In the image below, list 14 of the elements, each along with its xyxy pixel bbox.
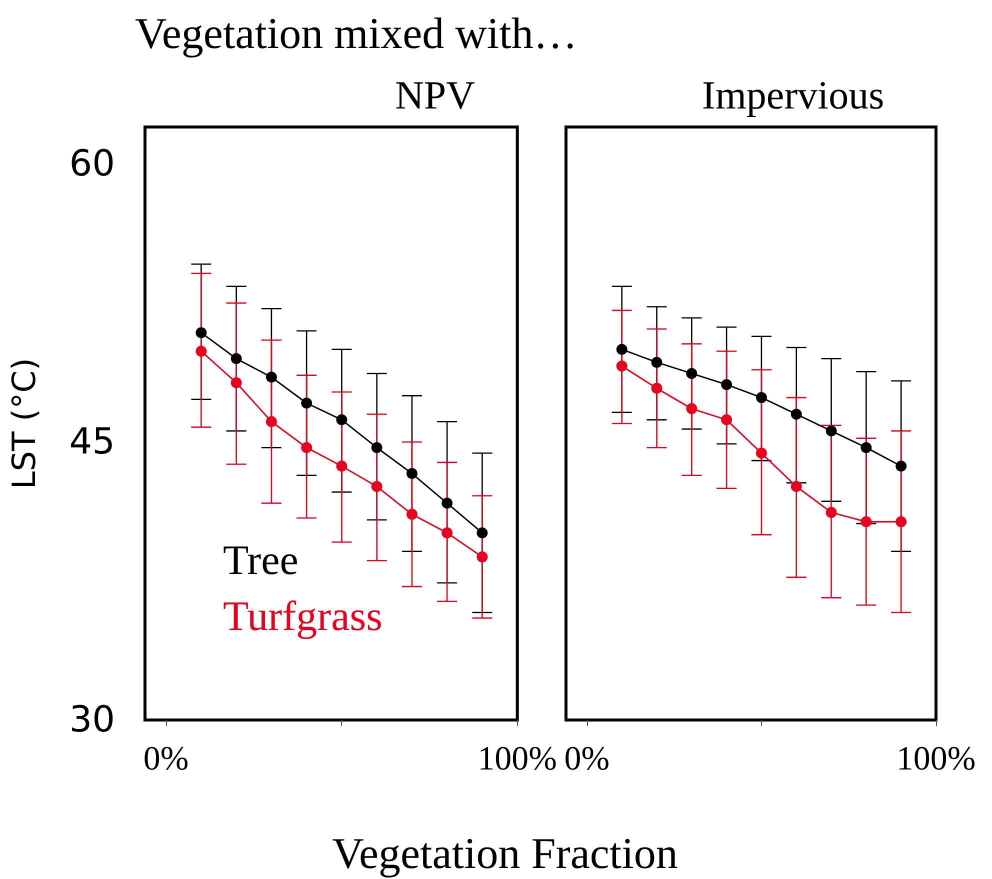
- y-tick-label: 45: [69, 422, 115, 463]
- x-tick-label: 0%: [564, 740, 610, 778]
- x-tick-label: 100%: [478, 740, 558, 778]
- y-tick-label: 30: [69, 700, 115, 740]
- x-tick-label: 0%: [143, 740, 189, 778]
- text: Tree: [223, 538, 298, 584]
- chart-title: Impervious: [702, 72, 884, 118]
- y-tick-label: 60: [69, 144, 115, 185]
- y-axis-title: LST (°C): [5, 358, 43, 490]
- x-tick-label: 100%: [896, 740, 976, 778]
- series-label: Turfgrass: [223, 594, 382, 640]
- chart-subtitle: NPV: [395, 72, 476, 118]
- chart-title: Vegetation mixed with…: [135, 8, 578, 59]
- x-axis-title: Vegetation Fraction: [331, 828, 679, 879]
